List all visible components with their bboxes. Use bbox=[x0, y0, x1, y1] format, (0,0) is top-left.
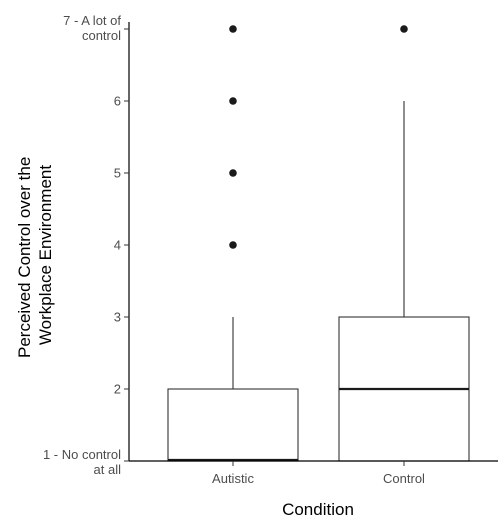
outlier-autistic-6 bbox=[229, 97, 237, 105]
y-tick-label-7-line-2: control bbox=[82, 28, 121, 43]
y-tick-label-5-line-1: 5 bbox=[114, 166, 121, 181]
box-control bbox=[338, 25, 470, 462]
plot-area bbox=[167, 25, 470, 462]
y-tick-label-5: 5 bbox=[114, 166, 121, 181]
y-axis-title-line-1: Perceived Control over the bbox=[15, 157, 34, 358]
y-axis-title-line-2: Workplace Environment bbox=[36, 165, 55, 345]
x-tick-label-autistic: Autistic bbox=[212, 471, 254, 486]
y-tick-label-1-line-2: at all bbox=[94, 462, 122, 477]
outlier-control-7 bbox=[400, 25, 408, 33]
y-tick-label-2-line-1: 2 bbox=[114, 382, 121, 397]
y-tick-label-2: 2 bbox=[114, 382, 121, 397]
y-tick-label-1-line-1: 1 - No control bbox=[43, 447, 121, 462]
x-axis-title: Condition bbox=[282, 500, 354, 518]
y-tick-label-6: 6 bbox=[114, 94, 121, 109]
y-axis: 1 - No control at all 2 3 4 5 6 7 - A lot of con… bbox=[43, 13, 130, 477]
box-rect-autistic bbox=[167, 388, 299, 462]
y-axis-title: Perceived Control over the Workplace Env… bbox=[15, 152, 55, 358]
y-tick-label-3-line-1: 3 bbox=[114, 310, 121, 325]
y-tick-label-6-line-1: 6 bbox=[114, 94, 121, 109]
box-autistic bbox=[167, 25, 299, 462]
x-tick-label-control: Control bbox=[383, 471, 425, 486]
y-tick-label-3: 3 bbox=[114, 310, 121, 325]
outlier-autistic-7 bbox=[229, 25, 237, 33]
y-tick-label-4: 4 bbox=[114, 238, 121, 253]
y-tick-label-4-line-1: 4 bbox=[114, 238, 121, 253]
y-tick-label-7-line-1: 7 - A lot of bbox=[63, 13, 121, 28]
y-tick-label-7: 7 - A lot of control bbox=[63, 13, 121, 43]
y-tick-label-1: 1 - No control at all bbox=[43, 447, 121, 477]
outlier-autistic-4 bbox=[229, 241, 237, 249]
x-axis: Autistic Control bbox=[129, 460, 498, 486]
outlier-autistic-5 bbox=[229, 169, 237, 177]
